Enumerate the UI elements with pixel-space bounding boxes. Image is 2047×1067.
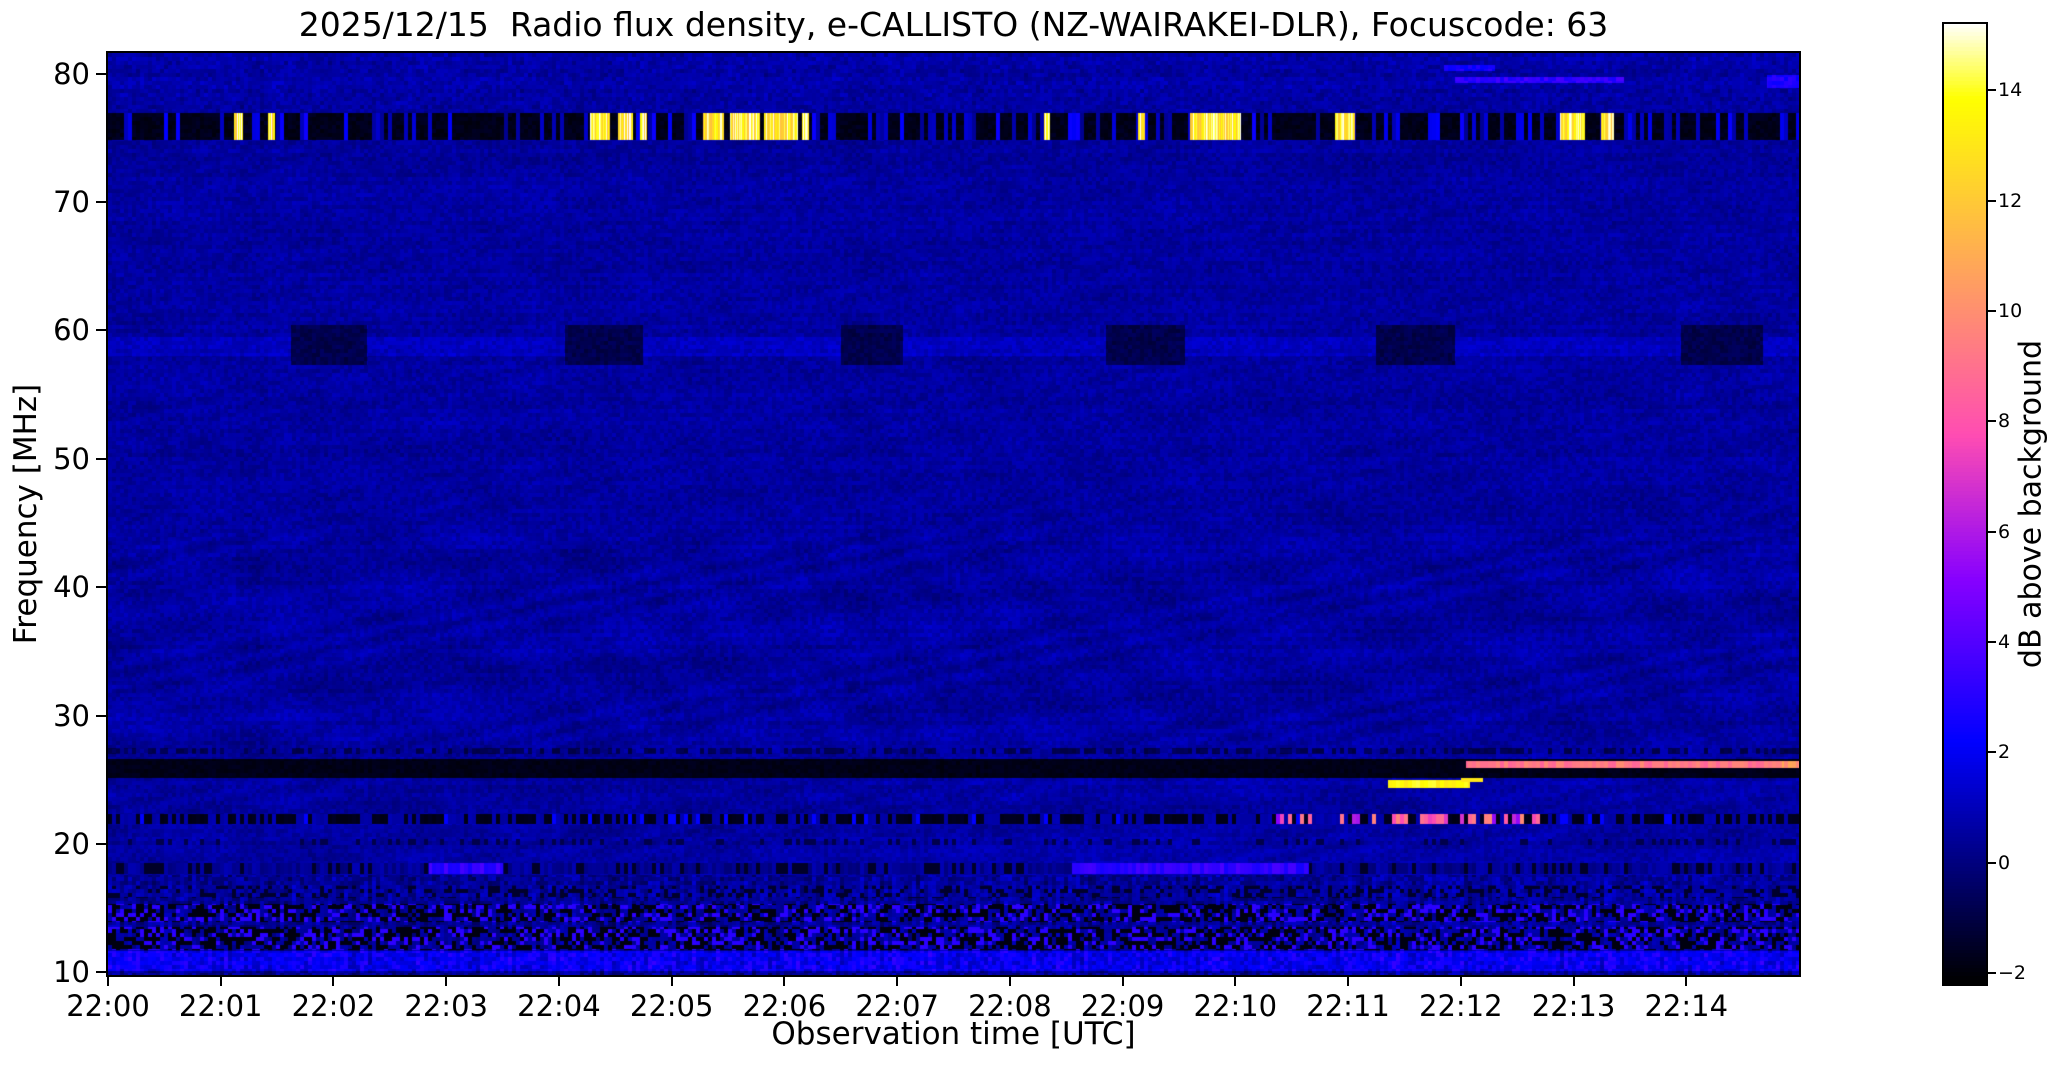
colorbar-tick-label: 2 — [1998, 741, 2011, 764]
x-tick-mark — [1234, 977, 1237, 986]
x-tick-label: 22:11 — [1306, 989, 1390, 1023]
x-tick-mark — [557, 977, 560, 986]
colorbar-tick-mark — [1988, 971, 1996, 974]
x-tick-mark — [332, 977, 335, 986]
colorbar-tick-label: 12 — [1998, 189, 2023, 212]
x-tick-label: 22:12 — [1419, 989, 1503, 1023]
x-tick-mark — [1459, 977, 1462, 986]
y-tick-label: 80 — [53, 56, 90, 91]
x-tick-mark — [670, 977, 673, 986]
colorbar-tick-label: 4 — [1998, 630, 2011, 653]
colorbar-tick-mark — [1988, 309, 1996, 312]
colorbar-canvas — [1944, 24, 1986, 984]
x-tick-label: 22:03 — [404, 989, 488, 1023]
chart-title: 2025/12/15 Radio flux density, e-CALLIST… — [298, 5, 1609, 44]
colorbar-tick-label: 0 — [1998, 851, 2011, 874]
x-tick-label: 22:09 — [1080, 989, 1165, 1023]
colorbar-tick-mark — [1988, 751, 1996, 754]
y-tick-mark — [96, 329, 106, 332]
x-tick-label: 22:07 — [855, 989, 939, 1023]
x-tick-label: 22:14 — [1644, 989, 1729, 1023]
colorbar-label: dB above background — [2013, 339, 2047, 669]
colorbar-tick-label: 10 — [1998, 299, 2023, 322]
y-tick-mark — [96, 586, 106, 589]
x-tick-mark — [107, 977, 109, 986]
y-tick-label: 70 — [53, 184, 90, 219]
colorbar — [1942, 22, 1988, 986]
colorbar-tick-label: 14 — [1998, 79, 2023, 102]
x-tick-label: 22:13 — [1531, 989, 1616, 1023]
y-tick-label: 50 — [53, 441, 90, 476]
x-tick-mark — [896, 977, 899, 986]
y-tick-mark — [96, 72, 106, 75]
colorbar-tick-label: −2 — [1998, 961, 2027, 984]
colorbar-tick-label: 8 — [1998, 410, 2011, 433]
colorbar-tick-mark — [1988, 640, 1996, 643]
colorbar-tick-mark — [1988, 861, 1996, 864]
colorbar-tick-mark — [1988, 530, 1996, 533]
y-axis-label: Frequency [MHz] — [8, 383, 44, 645]
x-tick-mark — [1347, 977, 1350, 986]
y-tick-mark — [96, 843, 106, 846]
x-tick-label: 22:06 — [742, 989, 827, 1023]
x-tick-mark — [445, 977, 448, 986]
y-tick-label: 60 — [53, 313, 90, 348]
plot-area — [106, 51, 1801, 977]
x-tick-label: 22:00 — [66, 989, 150, 1023]
y-tick-label: 20 — [53, 827, 90, 862]
x-tick-label: 22:08 — [968, 989, 1052, 1023]
x-tick-label: 22:05 — [629, 989, 714, 1023]
x-tick-mark — [1121, 977, 1124, 986]
y-tick-label: 40 — [53, 570, 90, 605]
x-tick-mark — [1685, 977, 1688, 986]
colorbar-tick-mark — [1988, 420, 1996, 423]
colorbar-tick-label: 6 — [1998, 520, 2011, 543]
x-tick-label: 22:02 — [291, 989, 376, 1023]
x-tick-label: 22:04 — [517, 989, 601, 1023]
y-tick-label: 30 — [53, 698, 90, 733]
y-tick-mark — [96, 457, 106, 460]
x-tick-mark — [1572, 977, 1575, 986]
x-tick-label: 22:10 — [1193, 989, 1278, 1023]
colorbar-tick-mark — [1988, 89, 1996, 92]
x-tick-mark — [219, 977, 222, 986]
colorbar-tick-mark — [1988, 199, 1996, 202]
spectrogram-canvas — [108, 53, 1799, 975]
x-tick-label: 22:01 — [178, 989, 263, 1023]
x-tick-mark — [1008, 977, 1011, 986]
y-tick-mark — [96, 200, 106, 203]
y-tick-mark — [96, 714, 106, 717]
y-tick-label: 10 — [53, 955, 90, 990]
y-tick-mark — [96, 971, 106, 974]
x-tick-mark — [783, 977, 786, 986]
x-axis-label: Observation time [UTC] — [771, 1016, 1136, 1052]
